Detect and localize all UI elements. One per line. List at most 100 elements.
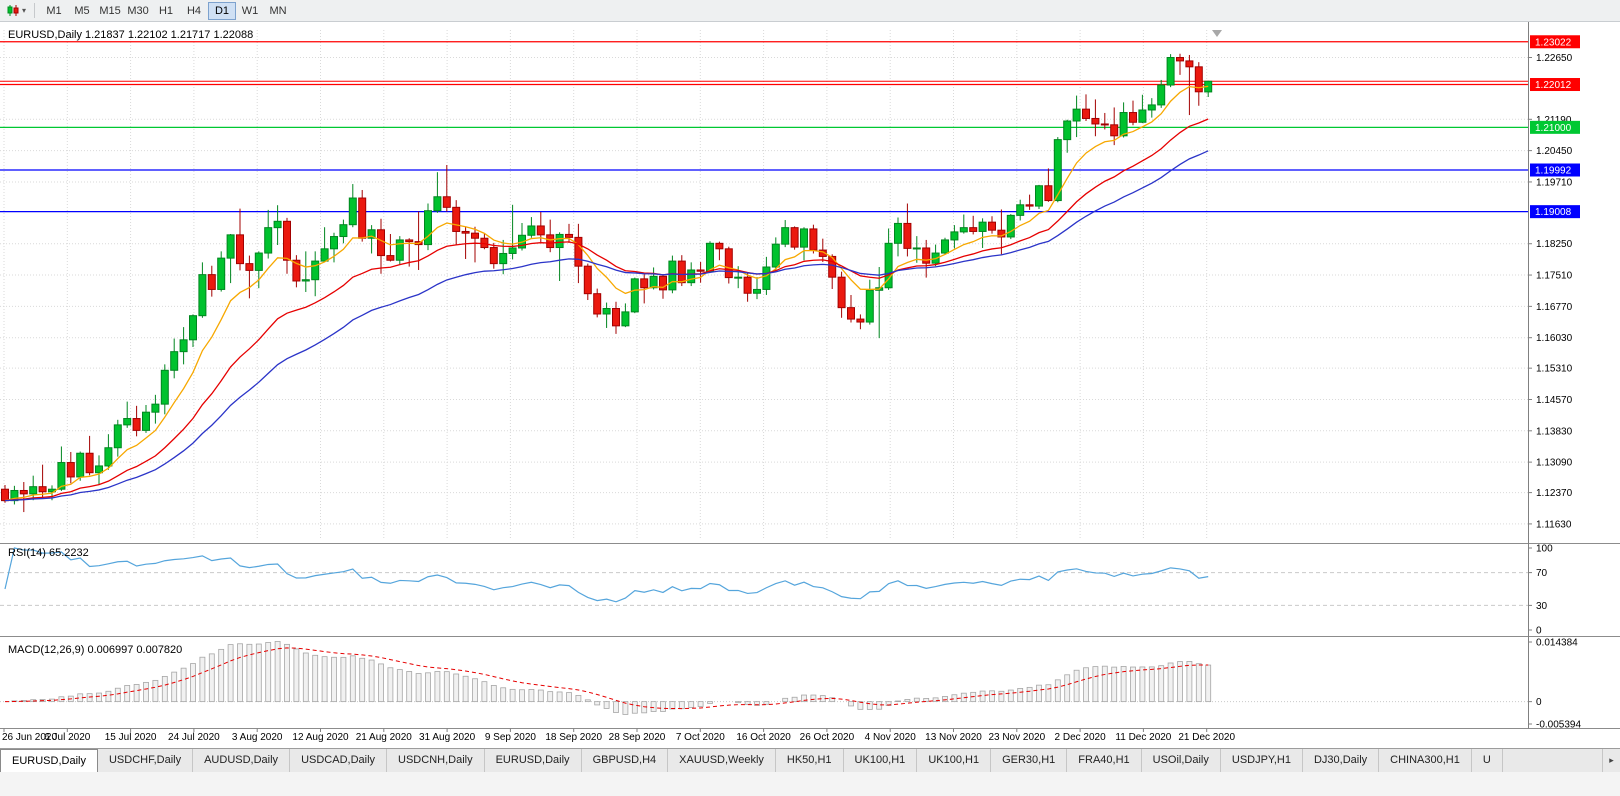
date-tick-label: 16 Oct 2020 [736, 732, 791, 743]
tab-scroll-right-icon[interactable]: ▸ [1602, 749, 1620, 772]
macd-panel [0, 641, 1528, 715]
price-tick-label: 1.15310 [1536, 364, 1573, 375]
timeframe-m1[interactable]: M1 [40, 2, 68, 20]
chart-tab-7-xauusd-weekly[interactable]: XAUUSD,Weekly [668, 749, 776, 772]
chart-tabs: EURUSD,Daily USDCHF,Daily AUDUSD,Daily USDC… [0, 749, 1602, 772]
chart-tab-13-usoil-daily[interactable]: USOil,Daily [1141, 749, 1221, 772]
date-tick-label: 15 Jul 2020 [105, 732, 157, 743]
chart-tab-8-hk50-h1[interactable]: HK50,H1 [775, 749, 844, 772]
moving-average-8 [4, 85, 1209, 502]
chart-tab-17-u[interactable]: U [1471, 749, 1503, 772]
timeframe-toolbar: ▾ M1 M5 M15 M30 H1 H4 D1 W1 MN [0, 0, 1620, 22]
date-tick-label: 2 Dec 2020 [1055, 732, 1107, 743]
rsi-panel [0, 547, 1528, 606]
timeframe-w1[interactable]: W1 [236, 2, 264, 20]
chart-tab-10-uk100-h1[interactable]: UK100,H1 [917, 749, 992, 772]
date-tick-label: 3 Aug 2020 [232, 732, 283, 743]
chart-shift-marker-icon[interactable] [1212, 30, 1222, 37]
price-tick-label: 1.20450 [1536, 146, 1573, 157]
chart-tab-16-china300-h1[interactable]: CHINA300,H1 [1379, 749, 1472, 772]
date-tick-label: 18 Sep 2020 [545, 732, 602, 743]
chart-canvas[interactable]: 1.22650 1.21190 1.20450 1.19710 1.18250 1.175… [0, 22, 1620, 748]
date-tick-label: 11 Dec 2020 [1115, 732, 1171, 743]
toolbar-separator [34, 3, 36, 18]
chart-tab-3-usdcad-daily[interactable]: USDCAD,Daily [290, 749, 388, 772]
chart-tab-15-dj30-daily[interactable]: DJ30,Daily [1302, 749, 1380, 772]
date-tick-label: 4 Nov 2020 [865, 732, 917, 743]
price-axis[interactable]: 1.22650 1.21190 1.20450 1.19710 1.18250 1.175… [1528, 22, 1581, 731]
chart-tab-12-fra40-h1[interactable]: FRA40,H1 [1067, 749, 1142, 772]
rsi-axis-label: 70 [1536, 568, 1548, 579]
date-tick-label: 26 Oct 2020 [800, 732, 855, 743]
price-tick-label: 1.13090 [1536, 458, 1573, 469]
price-tick-label: 1.17510 [1536, 271, 1573, 282]
level-price-badge [1530, 35, 1580, 49]
timeframe-h4[interactable]: H4 [180, 2, 208, 20]
rsi-axis-label: 30 [1536, 601, 1548, 612]
date-tick-label: 13 Nov 2020 [925, 732, 982, 743]
macd-axis-label: 0.014384 [1536, 638, 1578, 649]
chart-tab-9-uk100-h1[interactable]: UK100,H1 [843, 749, 918, 772]
level-price-badge-label: 1.19008 [1535, 207, 1572, 218]
date-tick-label: 24 Jul 2020 [168, 732, 220, 743]
chart-window: 1.22650 1.21190 1.20450 1.19710 1.18250 1.175… [0, 22, 1620, 748]
rsi-title: RSI(14) 65.2232 [8, 547, 89, 559]
date-tick-label: 26 Jun 2020 [2, 732, 57, 743]
date-tick-label: 6 Jul 2020 [44, 732, 91, 743]
date-tick-label: 21 Dec 2020 [1178, 732, 1235, 743]
date-tick-label: 31 Aug 2020 [419, 732, 476, 743]
price-tick-label: 1.16030 [1536, 333, 1573, 344]
price-tick-label: 1.14570 [1536, 395, 1573, 406]
chart-tabs-bar: EURUSD,Daily USDCHF,Daily AUDUSD,Daily USDC… [0, 748, 1620, 772]
level-price-badge [1530, 78, 1580, 92]
price-tick-label: 1.21190 [1536, 115, 1572, 126]
macd-axis-label: -0.005394 [1536, 720, 1581, 731]
level-price-badge-label: 1.23022 [1535, 37, 1572, 48]
chart-tab-11-ger30-h1[interactable]: GER30,H1 [991, 749, 1068, 772]
macd-signal-line [4, 647, 1209, 710]
date-tick-label: 9 Sep 2020 [485, 732, 537, 743]
timeframe-h1[interactable]: H1 [152, 2, 180, 20]
chart-tab-1-usdchf-daily[interactable]: USDCHF,Daily [97, 749, 194, 772]
moving-average-20 [4, 118, 1209, 502]
chart-tab-5-eurusd-daily[interactable]: EURUSD,Daily [484, 749, 582, 772]
level-price-badge-label: 1.21000 [1535, 123, 1572, 134]
level-price-badge [1530, 120, 1580, 134]
timeframe-mn[interactable]: MN [264, 2, 292, 20]
date-tick-label: 12 Aug 2020 [292, 732, 349, 743]
macd-axis-label: 0 [1536, 697, 1542, 708]
price-tick-label: 1.13830 [1536, 426, 1573, 437]
price-tick-label: 1.12370 [1536, 488, 1573, 499]
timeframe-d1[interactable]: D1 [208, 1, 237, 20]
chart-tab-6-gbpusd-h4[interactable]: GBPUSD,H4 [581, 749, 669, 772]
rsi-axis-label: 100 [1536, 544, 1553, 555]
price-axis-background [1529, 22, 1620, 748]
horizontal-level-lines[interactable] [0, 41, 1528, 213]
timeframe-m30[interactable]: M30 [124, 2, 152, 20]
price-tick-label: 1.19710 [1536, 177, 1573, 188]
price-tick-label: 1.22650 [1536, 53, 1573, 64]
rsi-line [4, 547, 1209, 603]
chart-type-button[interactable]: ▾ [3, 3, 29, 18]
candlestick-chart-icon [6, 4, 20, 17]
bottom-strip [0, 772, 1620, 796]
chart-tab-4-usdcnh-daily[interactable]: USDCNH,Daily [387, 749, 485, 772]
chart-tab-14-usdjpy-h1[interactable]: USDJPY,H1 [1220, 749, 1303, 772]
timeframe-m5[interactable]: M5 [68, 2, 96, 20]
timeframe-m15[interactable]: M15 [96, 2, 124, 20]
date-tick-label: 23 Nov 2020 [988, 732, 1045, 743]
price-tick-label: 1.18250 [1536, 239, 1573, 250]
chart-background [0, 22, 1620, 748]
price-tick-label: 1.11630 [1536, 519, 1572, 530]
chart-tab-0-eurusd-daily[interactable]: EURUSD,Daily [0, 749, 98, 772]
date-tick-label: 28 Sep 2020 [609, 732, 666, 743]
price-tick-label: 1.16770 [1536, 302, 1573, 313]
date-tick-label: 21 Aug 2020 [356, 732, 413, 743]
level-price-badge [1530, 163, 1580, 177]
macd-title: MACD(12,26,9) 0.006997 0.007820 [8, 644, 182, 656]
level-price-badge [1530, 205, 1580, 219]
chart-tab-2-audusd-daily[interactable]: AUDUSD,Daily [193, 749, 291, 772]
chevron-down-icon: ▾ [22, 5, 27, 15]
